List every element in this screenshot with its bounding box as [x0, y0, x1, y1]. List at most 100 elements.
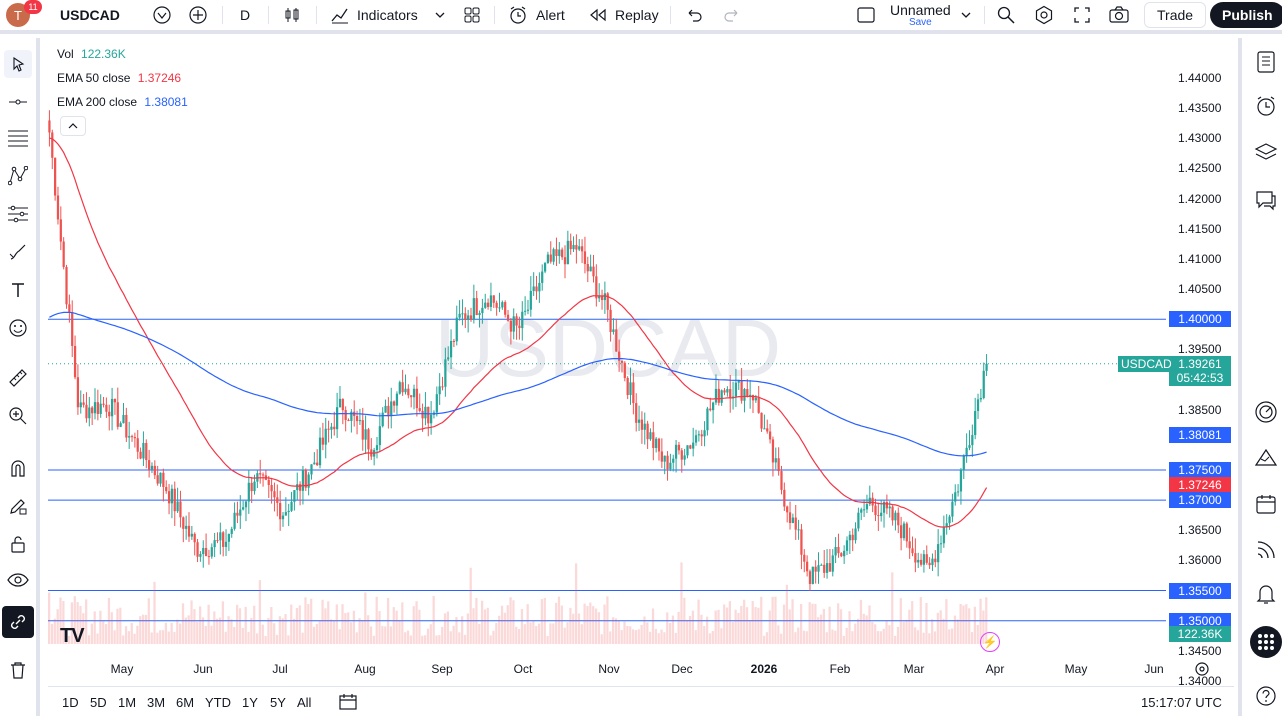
candle-body [233, 512, 236, 529]
help-icon[interactable] [1252, 682, 1280, 710]
brush-icon[interactable] [4, 238, 32, 266]
range-button-3m[interactable]: 3M [147, 695, 166, 710]
volume-bar [671, 615, 675, 644]
volume-bar [780, 633, 783, 644]
layers-icon[interactable] [1252, 138, 1280, 166]
pattern-icon[interactable] [4, 162, 32, 190]
range-button-5d[interactable]: 5D [90, 695, 107, 710]
layout-chevron-down-icon[interactable] [960, 0, 972, 30]
add-symbol-icon[interactable] [188, 0, 208, 30]
chevron-down-icon[interactable] [434, 0, 446, 30]
candles-icon[interactable] [282, 0, 302, 30]
templates-icon[interactable] [462, 0, 482, 30]
alarm-clock-icon[interactable] [1252, 92, 1280, 120]
candle-body [290, 501, 293, 511]
volume-bar [76, 602, 79, 644]
volume-bar [321, 599, 324, 644]
range-button-all[interactable]: All [297, 695, 312, 710]
undo-icon[interactable] [684, 0, 704, 30]
symbol-search[interactable]: USDCAD [60, 7, 120, 23]
replay-button[interactable]: Replay [588, 0, 659, 30]
lightning-icon[interactable]: ⚡ [980, 632, 1000, 652]
cursor-icon[interactable] [4, 50, 32, 78]
volume-bar [381, 626, 384, 644]
avatar[interactable]: T 11 [6, 0, 42, 30]
publish-button[interactable]: Publish [1210, 2, 1282, 28]
apps-grid-icon[interactable] [1250, 626, 1282, 658]
candle-body [948, 516, 951, 524]
redo-icon[interactable] [722, 0, 742, 30]
range-button-1d[interactable]: 1D [62, 695, 79, 710]
price-axis[interactable]: 1.44000 1.43500 1.43000 1.42500 1.42000 1.415… [1118, 38, 1234, 688]
volume-bar [424, 635, 427, 644]
zoom-in-icon[interactable] [4, 402, 32, 430]
link-icon[interactable] [2, 606, 34, 638]
forecast-icon[interactable] [4, 200, 32, 228]
volume-bar [421, 635, 424, 644]
layout-checkbox-icon[interactable] [856, 0, 876, 30]
utc-clock[interactable]: 15:17:07 UTC [1141, 695, 1222, 710]
pencil-lock-icon[interactable] [4, 492, 32, 520]
candle-body [561, 249, 564, 258]
range-button-5y[interactable]: 5Y [270, 695, 286, 710]
time-axis[interactable]: May Jun Jul Aug Sep Oct Nov Dec 2026 Feb Mar Apr May… [48, 656, 1166, 682]
volume-bar [933, 631, 937, 644]
notifications-bell-icon[interactable] [1252, 580, 1280, 608]
range-button-1y[interactable]: 1Y [242, 695, 258, 710]
eye-icon[interactable] [4, 566, 32, 594]
watchlist-icon[interactable] [1252, 48, 1280, 76]
settings-gear-icon[interactable] [1034, 0, 1054, 30]
ruler-icon[interactable] [4, 364, 32, 392]
volume-bar [555, 602, 558, 644]
trend-line-icon[interactable] [4, 88, 32, 116]
candle-body [136, 438, 139, 452]
trash-icon[interactable] [4, 656, 32, 684]
volume-bar [706, 616, 709, 644]
target-icon[interactable] [1252, 398, 1280, 426]
magnet-icon[interactable] [4, 454, 32, 482]
volume-bar [201, 617, 205, 644]
news-feed-icon[interactable] [1252, 536, 1280, 564]
range-button-1m[interactable]: 1M [118, 695, 137, 710]
range-button-6m[interactable]: 6M [176, 695, 195, 710]
compare-icon[interactable] [152, 0, 172, 30]
candle-body [241, 507, 245, 510]
text-icon[interactable] [4, 276, 32, 304]
indicators-button[interactable]: Indicators [330, 0, 418, 30]
camera-icon[interactable] [1108, 0, 1130, 30]
candle-body [150, 465, 154, 470]
collapse-legend-icon[interactable] [60, 116, 86, 136]
alert-button[interactable]: Alert [508, 0, 565, 30]
candle-body [908, 541, 911, 549]
candle-body [583, 251, 587, 265]
quick-search-icon[interactable] [996, 0, 1016, 30]
candle-body [296, 484, 299, 491]
trade-button[interactable]: Trade [1144, 2, 1207, 28]
emoji-icon[interactable] [4, 314, 32, 342]
fib-lines-icon[interactable] [4, 124, 32, 152]
candle-body [515, 316, 518, 326]
volume-bar [908, 609, 911, 644]
volume-bar [367, 615, 370, 644]
candle-body [53, 157, 57, 196]
candle-body [649, 432, 652, 440]
ideas-icon[interactable] [1252, 444, 1280, 472]
volume-bar [264, 635, 267, 644]
axis-settings-icon[interactable] [1194, 661, 1210, 682]
volume-bar [352, 610, 356, 644]
date-range-icon[interactable] [338, 693, 358, 714]
lock-icon[interactable] [4, 530, 32, 558]
chart-pane[interactable]: USDCAD [48, 38, 1166, 656]
volume-bar [236, 604, 239, 644]
interval-button[interactable]: D [240, 7, 251, 23]
layout-name-button[interactable]: Unnamed Save [890, 0, 951, 30]
range-button-ytd[interactable]: YTD [205, 695, 231, 710]
chat-icon[interactable] [1252, 186, 1280, 214]
fullscreen-icon[interactable] [1072, 0, 1092, 30]
volume-bar [253, 605, 256, 644]
candle-body [797, 529, 800, 531]
volume-bar [725, 607, 729, 644]
calendar-icon[interactable] [1252, 490, 1280, 518]
volume-bar [324, 608, 327, 644]
candle-body [153, 465, 156, 476]
